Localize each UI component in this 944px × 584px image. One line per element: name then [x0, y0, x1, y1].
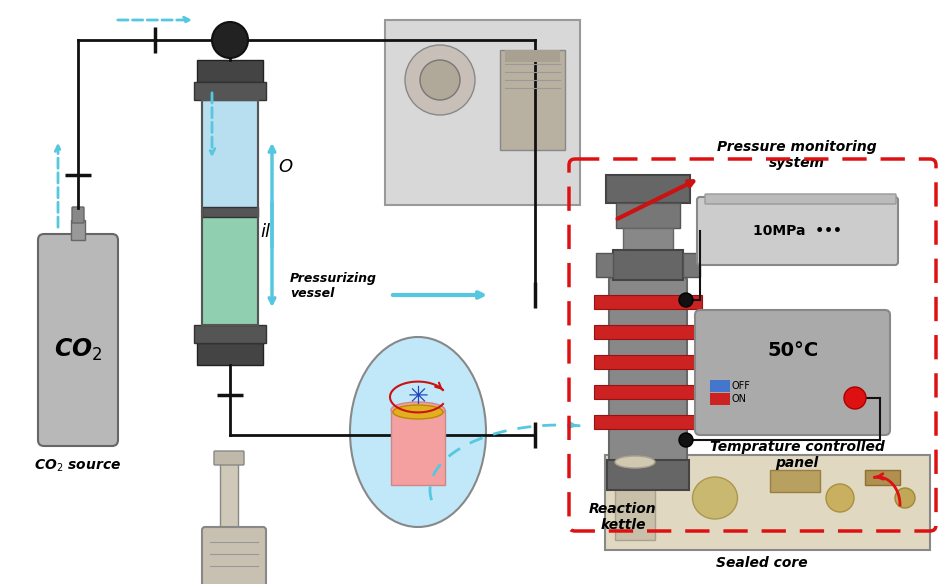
Bar: [769, 470, 819, 492]
Bar: [202, 100, 258, 212]
Circle shape: [894, 488, 914, 508]
Bar: [864, 470, 899, 485]
Text: il: il: [260, 223, 270, 241]
Text: O: O: [278, 158, 292, 176]
Text: Sealed core: Sealed core: [716, 556, 807, 570]
FancyBboxPatch shape: [213, 451, 244, 465]
FancyBboxPatch shape: [608, 277, 686, 463]
Bar: [202, 212, 258, 325]
FancyBboxPatch shape: [384, 20, 580, 205]
Bar: [709, 393, 729, 405]
Bar: [194, 82, 265, 100]
Bar: [594, 385, 701, 399]
Bar: [709, 380, 729, 392]
FancyBboxPatch shape: [694, 310, 889, 435]
Text: 50°C: 50°C: [767, 340, 818, 360]
Text: ✳: ✳: [407, 385, 428, 409]
Ellipse shape: [393, 405, 443, 419]
Circle shape: [419, 60, 460, 100]
Bar: [594, 355, 701, 369]
FancyBboxPatch shape: [697, 197, 897, 265]
Bar: [615, 462, 654, 540]
Bar: [196, 343, 262, 365]
Ellipse shape: [615, 456, 654, 468]
Circle shape: [679, 293, 692, 307]
Bar: [604, 455, 929, 550]
Text: Temprature controlled
panel: Temprature controlled panel: [709, 440, 884, 470]
Bar: [615, 203, 680, 228]
Bar: [196, 60, 262, 82]
Bar: [596, 253, 613, 277]
Bar: [594, 295, 701, 309]
Text: Pressure monitoring
system: Pressure monitoring system: [716, 140, 876, 170]
Bar: [202, 100, 258, 325]
Circle shape: [405, 45, 475, 115]
Text: Reaction
kettle: Reaction kettle: [588, 502, 656, 532]
Circle shape: [843, 387, 865, 409]
Bar: [220, 460, 238, 530]
FancyBboxPatch shape: [72, 207, 84, 223]
Bar: [391, 410, 445, 485]
Bar: [622, 228, 672, 250]
Bar: [613, 250, 683, 280]
Ellipse shape: [349, 337, 485, 527]
Ellipse shape: [391, 402, 445, 418]
Circle shape: [679, 433, 692, 447]
Bar: [202, 207, 258, 217]
Text: ON: ON: [732, 394, 746, 404]
Text: 10MPa  •••: 10MPa •••: [751, 224, 840, 238]
Bar: [594, 325, 701, 339]
Bar: [605, 175, 689, 203]
Bar: [504, 50, 560, 62]
Bar: [594, 415, 701, 429]
Bar: [71, 220, 85, 240]
Bar: [194, 325, 265, 343]
FancyBboxPatch shape: [38, 234, 118, 446]
Text: OFF: OFF: [732, 381, 750, 391]
FancyBboxPatch shape: [202, 527, 265, 584]
Bar: [499, 50, 565, 150]
Text: CO$_2$: CO$_2$: [54, 337, 102, 363]
Ellipse shape: [692, 477, 736, 519]
Text: CO$_2$ source: CO$_2$ source: [34, 458, 122, 474]
Circle shape: [211, 22, 247, 58]
Text: Pressurizing
vessel: Pressurizing vessel: [290, 272, 377, 300]
FancyBboxPatch shape: [704, 194, 895, 204]
Bar: [683, 253, 700, 277]
Circle shape: [825, 484, 853, 512]
Bar: [606, 460, 688, 490]
